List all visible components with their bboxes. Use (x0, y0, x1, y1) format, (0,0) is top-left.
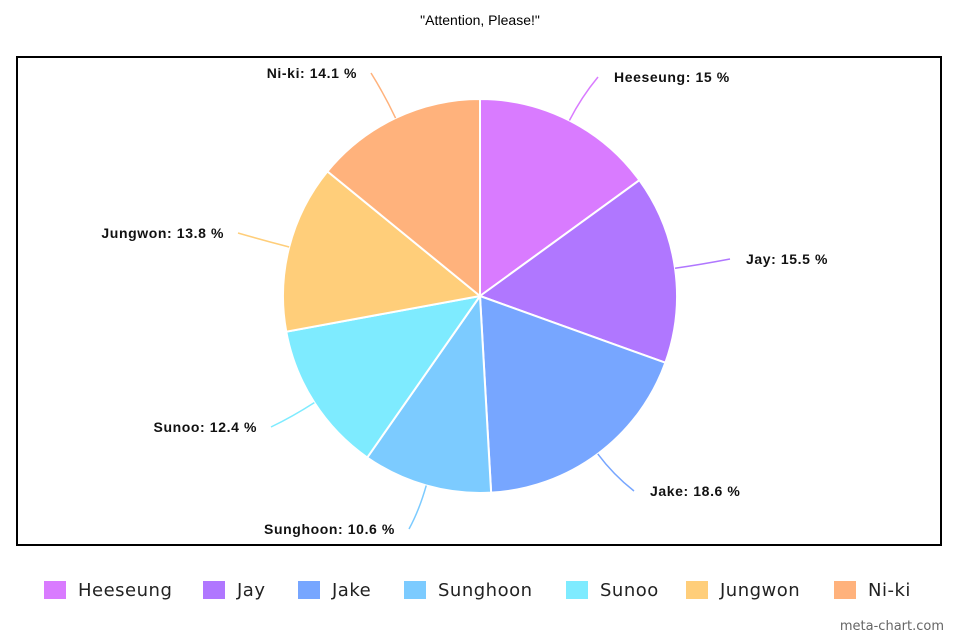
slice-label-jay: Jay: 15.5 % (746, 251, 828, 267)
pie-chart: Heeseung: 15 % Jay: 15.5 % Jake: 18.6 % Sun… (101, 65, 828, 537)
legend-item-sunghoon[interactable]: Sunghoon (404, 578, 533, 602)
leader-line-heeseung (568, 76, 599, 121)
pie-slice-heeseung (479, 97, 641, 298)
leader-line-sunghoon (408, 485, 427, 530)
slice-label-jungwon: Jungwon: 13.8 % (101, 225, 224, 241)
slice-label-sunghoon: Sunghoon: 10.6 % (264, 521, 395, 537)
legend-label: Ni-ki (868, 579, 911, 601)
legend-label: Sunoo (600, 579, 659, 601)
legend-label: Jay (237, 579, 266, 601)
chart-title: "Attention, Please!" (420, 12, 540, 28)
leader-line-ni-ki (370, 72, 397, 119)
legend-item-sunoo[interactable]: Sunoo (566, 578, 659, 602)
legend-swatch (686, 581, 708, 599)
legend-swatch (834, 581, 856, 599)
slice-label-jake: Jake: 18.6 % (650, 483, 740, 499)
leader-line-jungwon (237, 232, 290, 248)
legend-swatch (404, 581, 426, 599)
leader-line-sunoo (270, 401, 315, 428)
leader-line-jake (597, 453, 635, 492)
leader-line-jay (674, 258, 731, 269)
pie-slice-ni-ki (326, 97, 481, 299)
slice-label-heeseung: Heeseung: 15 % (614, 69, 730, 85)
legend-item-ni-ki[interactable]: Ni-ki (834, 578, 911, 602)
watermark: meta-chart.com (839, 619, 944, 634)
legend-item-jake[interactable]: Jake (298, 578, 371, 602)
legend-item-heeseung[interactable]: Heeseung (44, 578, 172, 602)
legend-swatch (44, 581, 66, 599)
legend-item-jungwon[interactable]: Jungwon (686, 578, 800, 602)
legend: Heeseung Jay Jake Sunghoon Sunoo Jungwon Ni-ki (0, 578, 960, 602)
slice-label-ni-ki: Ni-ki: 14.1 % (267, 65, 357, 81)
legend-label: Heeseung (78, 579, 173, 601)
legend-item-jay[interactable]: Jay (203, 578, 266, 602)
pie-slice-jay (477, 178, 678, 365)
plot-frame (16, 56, 942, 546)
legend-label: Sunghoon (438, 579, 533, 601)
legend-swatch (566, 581, 588, 599)
legend-label: Jake (332, 579, 372, 601)
pie-slice-jungwon (282, 169, 483, 333)
slice-label-sunoo: Sunoo: 12.4 % (154, 419, 257, 435)
legend-label: Jungwon (720, 579, 801, 601)
legend-swatch (203, 581, 225, 599)
legend-swatch (298, 581, 320, 599)
